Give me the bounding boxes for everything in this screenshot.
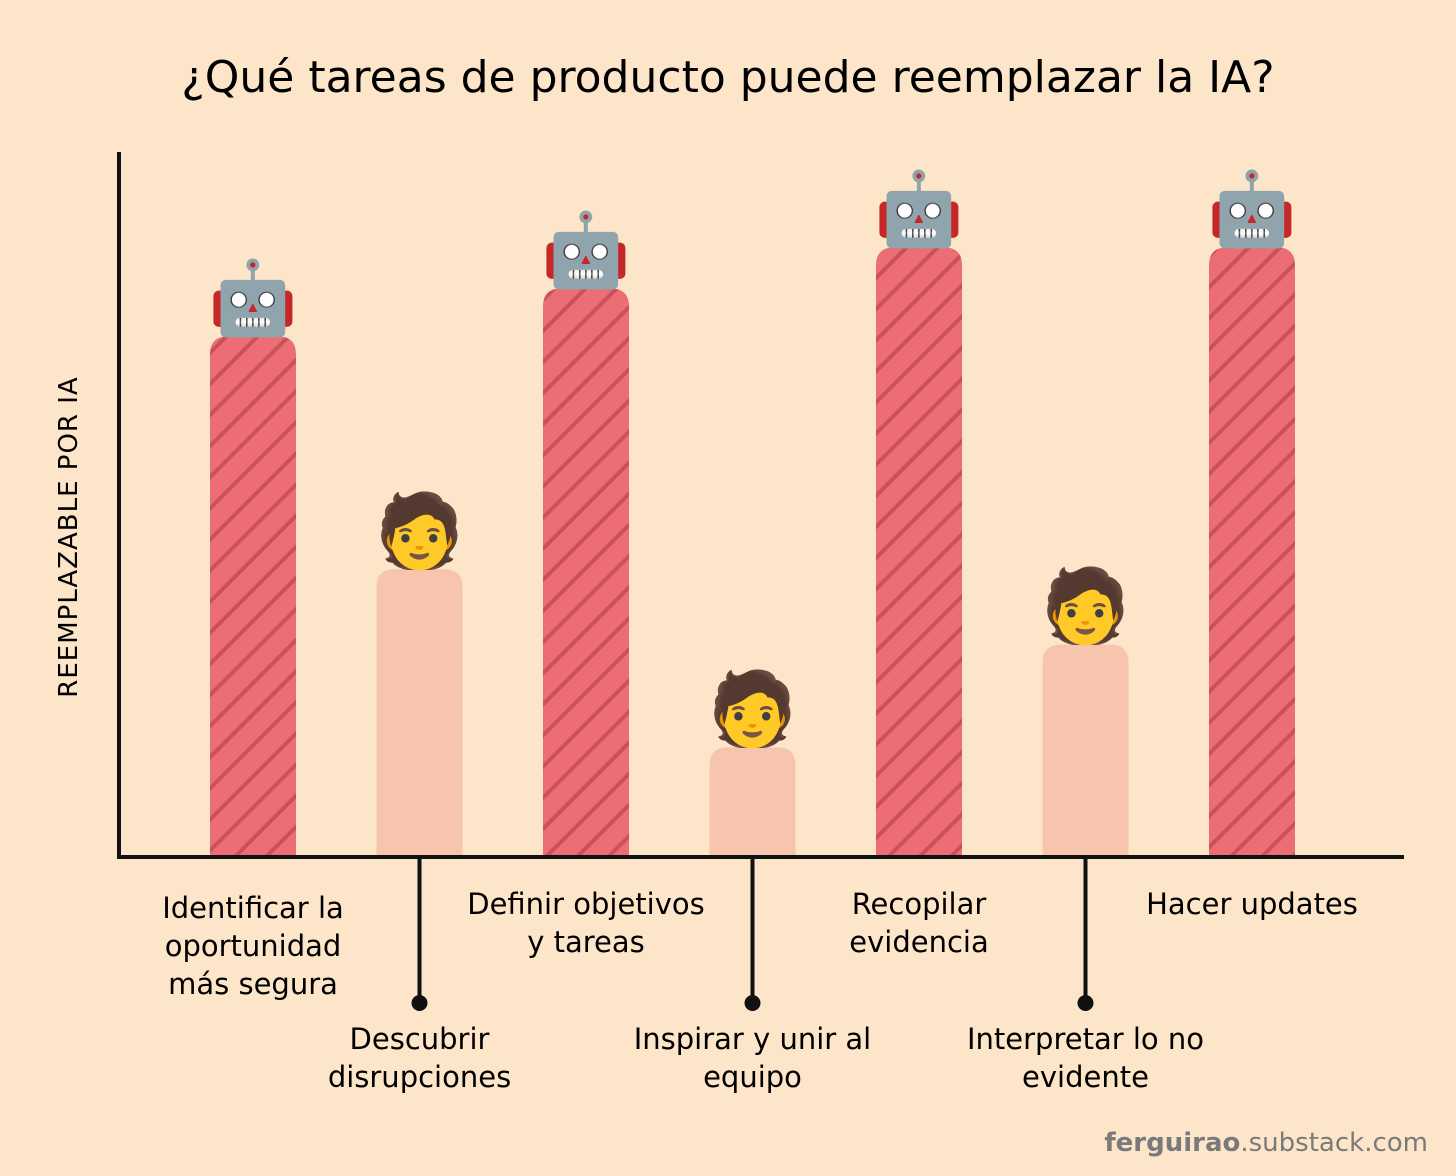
category-label-line: Definir objetivos xyxy=(467,887,705,921)
category-label-line: Interpretar lo no xyxy=(967,1022,1204,1056)
category-label-line: y tareas xyxy=(527,925,645,959)
category-label-line: Descubrir xyxy=(350,1022,490,1056)
category-label-line: evidente xyxy=(1022,1060,1149,1094)
category-label-line: Hacer updates xyxy=(1146,887,1358,921)
category-label-line: evidencia xyxy=(849,925,988,959)
category-label-1: Identificar la oportunidad más segura xyxy=(162,891,344,1001)
category-label-4: Inspirar y unir al equipo xyxy=(634,1022,872,1094)
brand-watermark: ferguirao.substack.com xyxy=(1104,1128,1428,1158)
bar-1 xyxy=(210,336,296,857)
category-label-line: disrupciones xyxy=(328,1060,511,1094)
bar-5 xyxy=(876,247,962,858)
brand-bold: ferguirao xyxy=(1104,1128,1240,1158)
label-connector-dot-4 xyxy=(744,995,761,1011)
person-icon: 🧑 xyxy=(1041,563,1131,648)
bar-3 xyxy=(543,288,629,857)
bar-6 xyxy=(1042,644,1129,857)
category-label-line: Inspirar y unir al xyxy=(634,1022,872,1056)
category-label-line: más segura xyxy=(168,967,338,1001)
bar-7 xyxy=(1209,247,1295,858)
bar-4 xyxy=(709,747,796,857)
person-icon: 🧑 xyxy=(708,665,798,750)
robot-icon: 🤖 xyxy=(541,207,631,291)
category-label-3: Definir objetivos y tareas xyxy=(467,887,705,959)
label-connector-dot-2 xyxy=(411,995,428,1011)
category-label-line: equipo xyxy=(703,1060,802,1094)
category-labels: Identificar la oportunidad más segura Descu… xyxy=(162,857,1358,1094)
robot-icon: 🤖 xyxy=(208,255,298,339)
category-label-7: Hacer updates xyxy=(1146,887,1358,921)
y-axis-label: REEMPLAZABLE POR IA xyxy=(54,376,84,697)
person-icon: 🧑 xyxy=(375,487,465,572)
chart-title: ¿Qué tareas de producto puede reemplazar… xyxy=(181,52,1274,103)
bar-2 xyxy=(376,569,463,857)
category-label-line: Recopilar xyxy=(852,887,987,921)
category-label-line: oportunidad xyxy=(165,929,342,963)
robot-icon: 🤖 xyxy=(1207,166,1297,250)
brand-rest: .substack.com xyxy=(1240,1128,1428,1158)
robot-icon: 🤖 xyxy=(874,166,964,250)
category-label-line: Identificar la xyxy=(162,891,344,925)
bars-group: 🤖 🧑 🤖 🧑 🤖 🧑 🤖 xyxy=(208,166,1297,858)
label-connector-dot-6 xyxy=(1077,995,1094,1011)
category-label-5: Recopilar evidencia xyxy=(849,887,988,959)
category-label-2: Descubrir disrupciones xyxy=(328,1022,511,1094)
category-label-6: Interpretar lo no evidente xyxy=(967,1022,1204,1094)
